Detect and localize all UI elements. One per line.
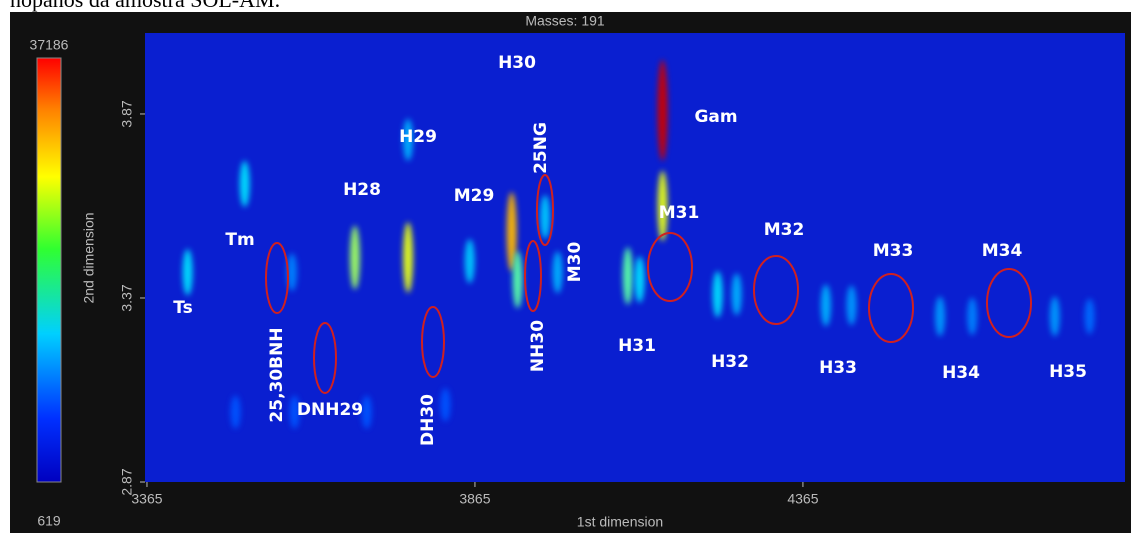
colorbar-label: 37186 [30, 37, 69, 53]
peak-label: H29 [399, 127, 437, 147]
peak [182, 249, 193, 296]
highlight-ring [421, 306, 445, 378]
peak [967, 297, 978, 336]
peak-label: Ts [173, 298, 192, 318]
peak [657, 59, 668, 161]
peak-label: Gam [694, 107, 737, 127]
peak [361, 395, 372, 429]
peak [349, 225, 360, 290]
peak [230, 395, 241, 429]
peak-label: H35 [1049, 362, 1087, 382]
peak-label: M31 [659, 203, 700, 223]
y-tick-label: 2.87 [119, 468, 135, 495]
x-tick-label: 4365 [787, 491, 818, 507]
peak [634, 256, 645, 303]
x-axis-label: 1st dimension [577, 514, 663, 530]
peak-label: DH30 [418, 394, 438, 446]
peak [731, 273, 742, 316]
highlight-ring [536, 174, 554, 246]
chart-title: Masses: 191 [525, 13, 605, 29]
peak-label: H33 [819, 358, 857, 378]
peak [540, 194, 551, 240]
peak [512, 250, 523, 309]
peak [440, 388, 451, 422]
highlight-ring [868, 273, 914, 343]
peak-label: DNH29 [297, 400, 363, 420]
highlight-ring [265, 242, 289, 314]
peak [657, 170, 668, 242]
peak-label: NH30 [528, 320, 548, 372]
peak [622, 247, 633, 305]
peak [506, 192, 517, 272]
highlight-ring [647, 232, 693, 302]
peak-label: H31 [618, 336, 656, 356]
peak-label: 25,30BNH [267, 327, 287, 422]
colorbar [36, 57, 62, 483]
peak [1084, 298, 1095, 335]
peak [403, 118, 414, 161]
peak [464, 239, 475, 284]
caption: nopanos da amostra SOL-AM. [10, 0, 280, 12]
peak-label: M30 [565, 242, 585, 283]
peaks [182, 59, 1095, 429]
highlight-ring [524, 240, 542, 312]
x-tick-label: 3865 [459, 491, 490, 507]
highlight-ring [753, 255, 799, 325]
peak [846, 285, 857, 326]
peak [552, 251, 563, 294]
y-axis-label: 2nd dimension [81, 212, 97, 303]
peak [289, 395, 300, 429]
peak [935, 296, 946, 337]
colorbar-label: 619 [37, 513, 61, 529]
peak-label: H30 [498, 53, 536, 73]
peak [1049, 296, 1060, 337]
peak-label: M32 [764, 220, 805, 240]
peak [712, 271, 723, 318]
x-tick-label: 3365 [131, 491, 162, 507]
y-tick-label: 3.37 [119, 284, 135, 311]
peak [286, 253, 297, 292]
highlight-ring [313, 322, 337, 394]
peak-label: M34 [982, 241, 1023, 261]
plot-area [145, 33, 1125, 482]
peak-label: M29 [454, 186, 495, 206]
peak-label: H32 [711, 352, 749, 372]
highlight-ring [986, 268, 1032, 338]
peak [403, 222, 414, 293]
peak [820, 284, 831, 327]
peak-label: H34 [942, 363, 980, 383]
y-tick-label: 3.87 [119, 100, 135, 127]
peak-label: H28 [343, 180, 381, 200]
peak [239, 160, 250, 208]
peak-label: Tm [225, 230, 254, 250]
peak-label: M33 [873, 241, 914, 261]
peak-label: 25NG [531, 122, 551, 174]
